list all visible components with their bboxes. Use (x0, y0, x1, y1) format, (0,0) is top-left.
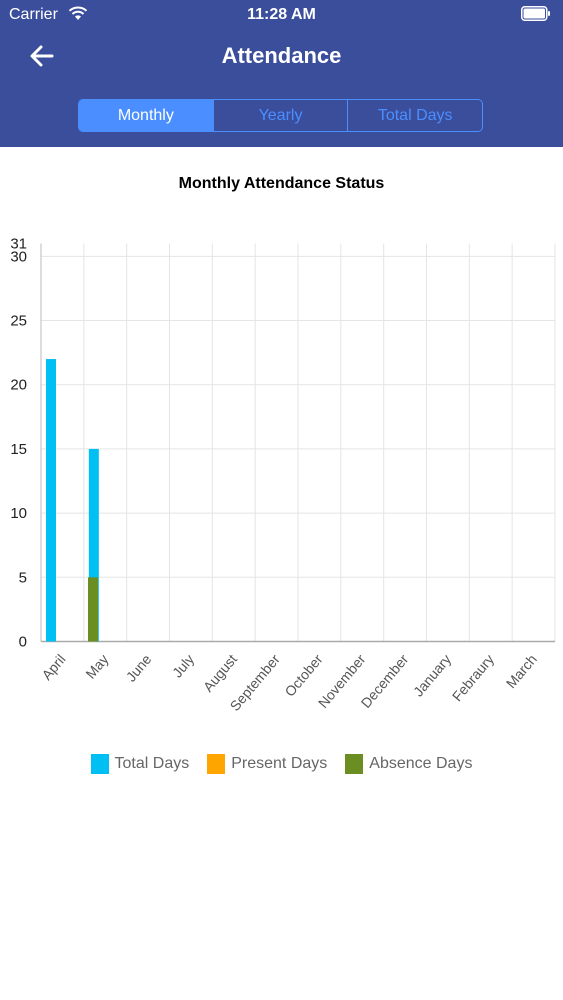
x-tick-label: August (200, 651, 240, 695)
bar (46, 359, 56, 642)
legend-label-total-days: Total Days (114, 755, 190, 772)
carrier-label: Carrier (9, 6, 58, 23)
legend-label-present-days: Present Days (231, 755, 328, 772)
y-tick-label: 5 (19, 569, 27, 586)
arrow-left-icon[interactable] (28, 42, 56, 70)
y-tick-label: 10 (10, 505, 27, 522)
tab-total-days[interactable]: Total Days (347, 100, 482, 131)
legend-label-absence-days: Absence Days (369, 755, 473, 772)
y-tick-label: 30 (10, 248, 27, 265)
legend-total-days: Total Days (90, 754, 190, 774)
status-bar: Carrier 11:28 AM (0, 0, 563, 30)
y-tick-label: 15 (10, 441, 27, 458)
x-tick-label: October (281, 651, 325, 700)
x-tick-label: March (503, 651, 540, 691)
legend-absence-days: Absence Days (345, 754, 472, 774)
x-tick-label: May (82, 651, 111, 682)
tab-monthly[interactable]: Monthly (79, 100, 213, 131)
legend-swatch-total-days (90, 754, 109, 774)
legend-swatch-present-days (207, 754, 226, 774)
x-tick-label: Febraury (449, 651, 497, 704)
tab-yearly[interactable]: Yearly (212, 100, 348, 131)
x-tick-label: April (38, 651, 68, 683)
period-tabs: Monthly Yearly Total Days (78, 99, 483, 132)
battery-icon (521, 6, 550, 21)
legend-present-days: Present Days (207, 754, 327, 774)
page-title: Attendance (221, 43, 342, 68)
bar (88, 448, 99, 642)
y-tick-label: 20 (10, 377, 27, 394)
x-tick-label: June (123, 651, 155, 685)
chart-legend: Total Days Present Days Absence Days (0, 754, 563, 774)
y-tick-label: 25 (10, 313, 27, 330)
status-time: 11:28 AM (247, 6, 316, 23)
y-tick-label: 0 (19, 634, 27, 651)
bar (88, 577, 98, 642)
app-header: Carrier 11:28 AM Attendance Monthly Year… (0, 0, 563, 147)
chart-title: Monthly Attendance Status (178, 175, 385, 192)
x-tick-label: July (169, 651, 197, 680)
x-tick-label: January (410, 651, 454, 699)
y-tick-label: 31 (10, 236, 27, 253)
legend-swatch-absence-days (345, 754, 364, 774)
wifi-icon (68, 6, 88, 20)
